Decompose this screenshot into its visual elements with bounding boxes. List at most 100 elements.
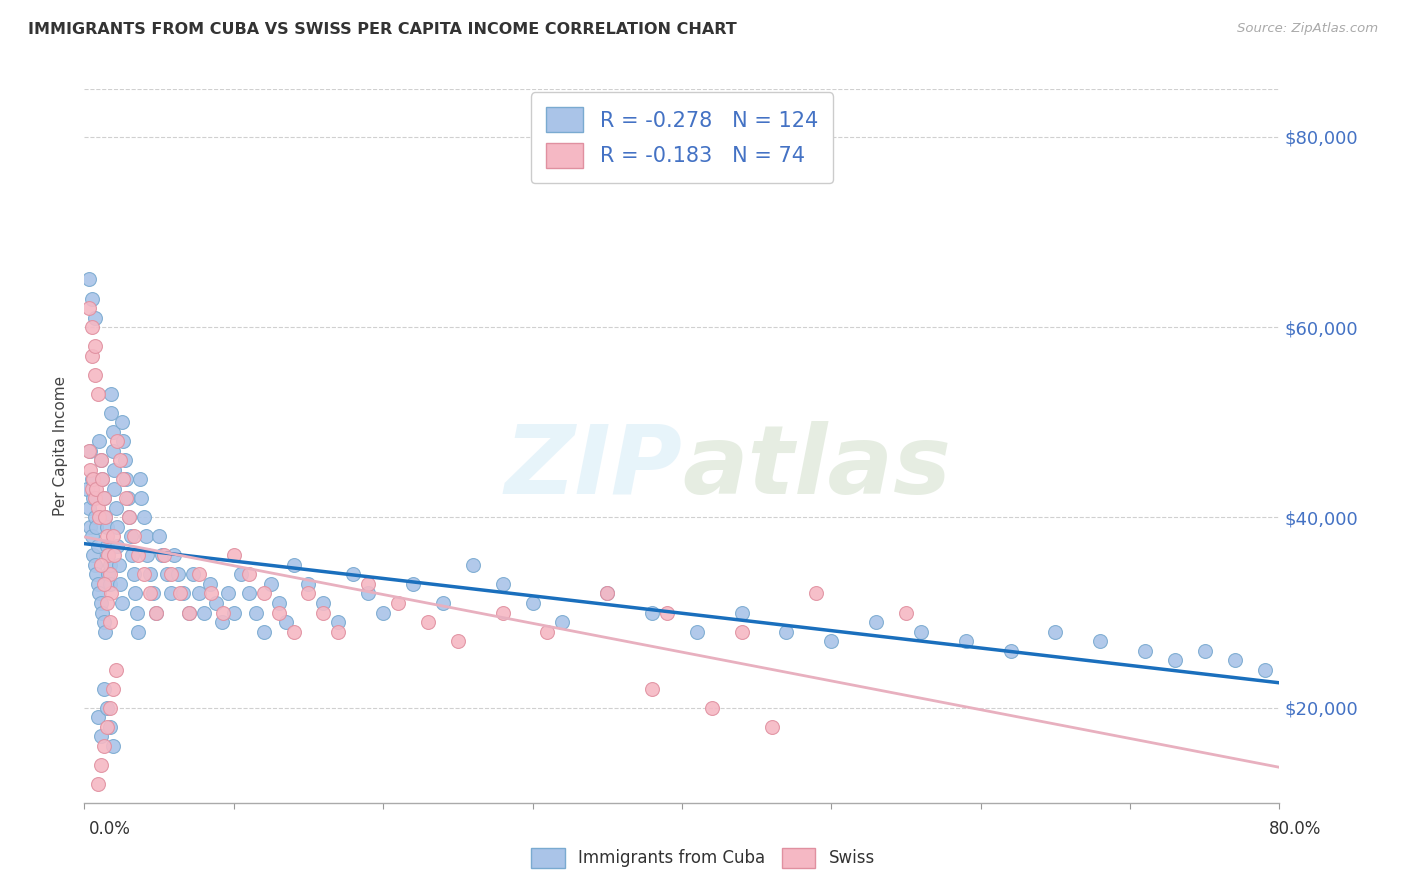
Point <box>96 520 118 534</box>
Point <box>461 558 484 572</box>
Point <box>163 549 186 563</box>
Point <box>1090 634 1112 648</box>
Point <box>193 606 215 620</box>
Point <box>222 549 245 563</box>
Point <box>98 700 121 714</box>
Point <box>136 549 159 563</box>
Point <box>522 596 544 610</box>
Point <box>127 624 149 639</box>
Point <box>87 539 110 553</box>
Text: 80.0%: 80.0% <box>1270 820 1322 838</box>
Point <box>894 606 917 620</box>
Point <box>135 529 157 543</box>
Point <box>79 520 101 534</box>
Point <box>105 434 128 449</box>
Point <box>1045 624 1067 639</box>
Point <box>97 567 120 582</box>
Point <box>89 586 111 600</box>
Point <box>212 606 235 620</box>
Point <box>100 386 122 401</box>
Point <box>100 586 122 600</box>
Point <box>160 586 183 600</box>
Point <box>90 729 112 743</box>
Point <box>198 577 221 591</box>
Point <box>283 624 305 639</box>
Point <box>955 634 977 648</box>
Point <box>98 567 121 582</box>
Point <box>103 482 125 496</box>
Point <box>312 596 335 610</box>
Point <box>447 634 470 648</box>
Point <box>80 482 103 496</box>
Point <box>371 606 394 620</box>
Point <box>77 272 100 286</box>
Point <box>328 615 350 629</box>
Point <box>97 549 120 563</box>
Point <box>100 406 122 420</box>
Legend: R = -0.278   N = 124, R = -0.183   N = 74: R = -0.278 N = 124, R = -0.183 N = 74 <box>531 93 832 183</box>
Point <box>1000 643 1022 657</box>
Point <box>101 739 124 753</box>
Point <box>820 634 842 648</box>
Point <box>82 472 104 486</box>
Point <box>83 510 105 524</box>
Point <box>90 596 112 610</box>
Point <box>82 491 104 506</box>
Point <box>1253 663 1275 677</box>
Point <box>115 491 138 506</box>
Point <box>79 463 101 477</box>
Point <box>110 577 132 591</box>
Point <box>183 567 205 582</box>
Point <box>101 529 124 543</box>
Point <box>91 472 114 486</box>
Point <box>112 472 135 486</box>
Point <box>120 529 142 543</box>
Point <box>90 453 112 467</box>
Point <box>89 510 111 524</box>
Point <box>188 567 211 582</box>
Point <box>87 386 110 401</box>
Point <box>80 472 103 486</box>
Point <box>93 577 115 591</box>
Point <box>101 681 124 696</box>
Point <box>152 549 174 563</box>
Y-axis label: Per Capita Income: Per Capita Income <box>53 376 69 516</box>
Point <box>387 596 409 610</box>
Point <box>700 700 723 714</box>
Point <box>274 615 297 629</box>
Point <box>87 577 110 591</box>
Point <box>77 301 100 315</box>
Point <box>222 606 245 620</box>
Point <box>238 567 260 582</box>
Point <box>94 510 117 524</box>
Point <box>177 606 200 620</box>
Point <box>114 453 136 467</box>
Point <box>93 615 115 629</box>
Point <box>83 558 105 572</box>
Point <box>86 567 108 582</box>
Point <box>139 567 162 582</box>
Point <box>172 586 194 600</box>
Point <box>90 757 112 772</box>
Point <box>761 720 783 734</box>
Point <box>83 491 105 506</box>
Point <box>145 606 167 620</box>
Point <box>245 606 267 620</box>
Point <box>253 624 276 639</box>
Text: ZIP: ZIP <box>503 421 682 514</box>
Point <box>93 491 115 506</box>
Point <box>103 463 125 477</box>
Point <box>98 577 121 591</box>
Point <box>132 510 156 524</box>
Point <box>90 453 112 467</box>
Point <box>104 500 127 515</box>
Point <box>96 539 118 553</box>
Text: atlas: atlas <box>682 421 950 514</box>
Point <box>551 615 574 629</box>
Point <box>103 549 125 563</box>
Point <box>125 606 148 620</box>
Point <box>115 472 138 486</box>
Point <box>83 310 105 325</box>
Point <box>87 777 110 791</box>
Point <box>104 663 127 677</box>
